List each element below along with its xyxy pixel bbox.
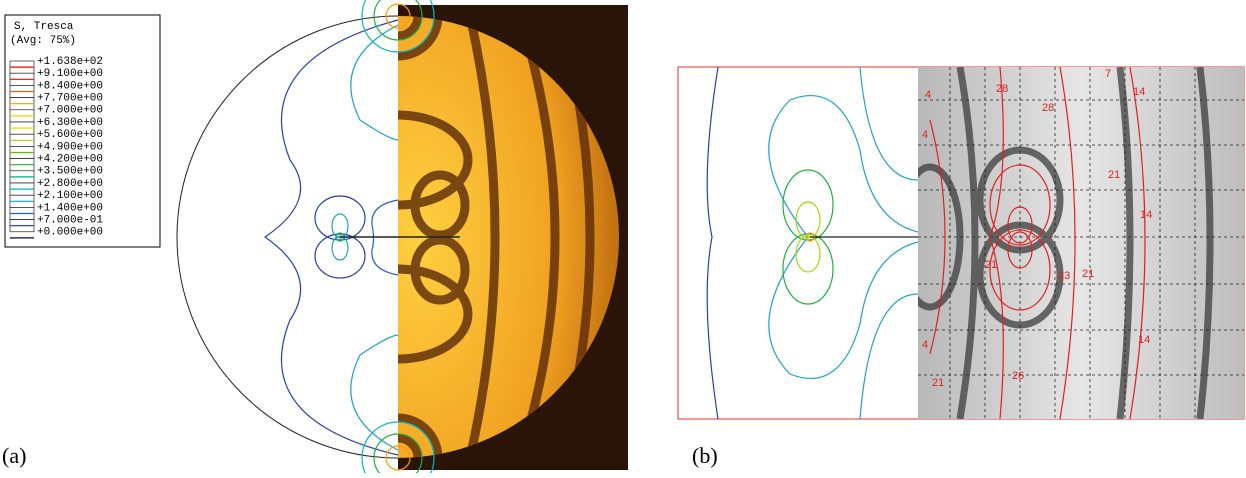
contour-label: 21	[985, 259, 997, 271]
contour-label: 7	[1105, 68, 1111, 80]
legend-subtitle: (Avg: 75%)	[10, 35, 76, 47]
contour-label: 21	[1082, 268, 1094, 280]
legend: S, Tresca (Avg: 75%) +1.638e+02+9.100e+0…	[5, 15, 160, 247]
panel-label: (a)	[2, 443, 26, 468]
legend-label: +1.638e+02	[37, 56, 103, 68]
contour-label: 14	[1138, 334, 1150, 346]
legend-label: +7.000e-01	[37, 215, 103, 227]
contour-label: 26	[1012, 370, 1024, 382]
legend-title: S, Tresca	[14, 21, 74, 33]
legend-label: +7.700e+00	[37, 93, 103, 105]
legend-label: +3.500e+00	[37, 166, 103, 178]
contour-label: 21	[932, 377, 944, 389]
legend-entries: +1.638e+02+9.100e+00+8.400e+00+7.700e+00…	[10, 56, 103, 239]
legend-label: +6.300e+00	[37, 117, 103, 129]
legend-label: +4.900e+00	[37, 141, 103, 153]
panel-label: (b)	[692, 443, 718, 468]
legend-label: +0.000e+00	[37, 227, 103, 239]
legend-label: +2.800e+00	[37, 178, 103, 190]
contour-label: 28	[996, 83, 1008, 95]
legend-label: +9.100e+00	[37, 68, 103, 80]
legend-label: +7.000e+00	[37, 105, 103, 117]
legend-label: +4.200e+00	[37, 154, 103, 166]
panel-b: 28 28 7 14 4 21 14 21 23 21 26 14 4 21 4…	[678, 67, 1244, 468]
legend-label: +1.400e+00	[37, 202, 103, 214]
contour-label: 14	[1133, 86, 1145, 98]
contour-label: 4	[922, 129, 928, 141]
legend-label: +5.600e+00	[37, 129, 103, 141]
contour-label: 4	[925, 89, 931, 101]
figure: S, Tresca (Avg: 75%) +1.638e+02+9.100e+0…	[0, 0, 1246, 473]
contour-label: 28	[1042, 102, 1054, 114]
contour-label: 4	[922, 339, 928, 351]
legend-label: +2.100e+00	[37, 190, 103, 202]
contour-label: 14	[1140, 209, 1152, 221]
contour-label: 23	[1058, 270, 1070, 282]
contour-label: 21	[1108, 169, 1120, 181]
legend-label: +8.400e+00	[37, 80, 103, 92]
